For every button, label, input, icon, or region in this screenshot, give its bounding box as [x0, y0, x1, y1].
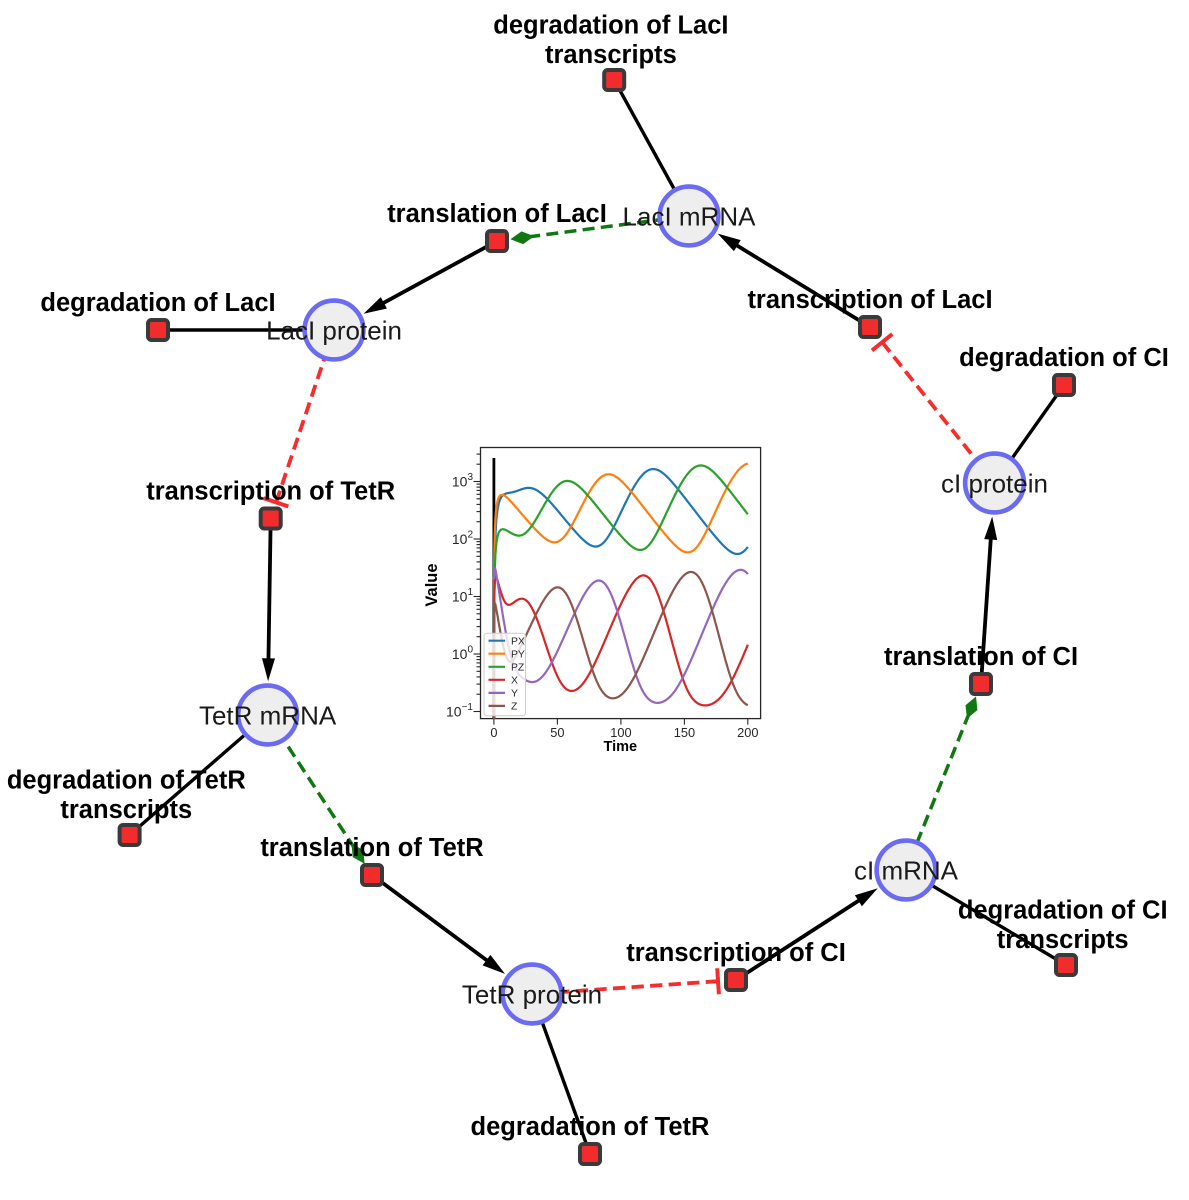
svg-text:degradation of LacI: degradation of LacI — [40, 289, 275, 317]
svg-text:PZ: PZ — [511, 663, 525, 674]
svg-text:cI mRNA: cI mRNA — [854, 856, 959, 886]
svg-text:transcripts: transcripts — [997, 926, 1129, 954]
svg-text:50: 50 — [550, 725, 564, 740]
svg-text:Value: Value — [423, 563, 441, 606]
svg-text:degradation of LacI: degradation of LacI — [493, 12, 728, 40]
svg-text:transcripts: transcripts — [545, 41, 677, 69]
svg-text:degradation of CI: degradation of CI — [959, 344, 1169, 372]
svg-text:150: 150 — [674, 725, 695, 740]
svg-text:degradation of CI: degradation of CI — [958, 897, 1168, 925]
svg-text:degradation of TetR: degradation of TetR — [7, 767, 246, 795]
svg-text:transcripts: transcripts — [60, 796, 192, 824]
svg-text:translation of LacI: translation of LacI — [387, 200, 607, 228]
svg-text:Time: Time — [604, 739, 638, 755]
svg-text:degradation of TetR: degradation of TetR — [471, 1113, 710, 1141]
svg-text:transcription of CI: transcription of CI — [626, 939, 846, 967]
svg-text:PY: PY — [511, 649, 525, 660]
svg-text:LacI mRNA: LacI mRNA — [623, 202, 757, 232]
svg-text:transcription of LacI: transcription of LacI — [747, 286, 992, 314]
svg-text:translation of TetR: translation of TetR — [260, 834, 483, 862]
svg-text:LacI protein: LacI protein — [266, 316, 402, 346]
svg-text:TetR protein: TetR protein — [462, 980, 602, 1010]
svg-text:TetR mRNA: TetR mRNA — [199, 701, 337, 731]
svg-text:cI protein: cI protein — [941, 469, 1048, 499]
svg-text:Z: Z — [511, 702, 518, 713]
svg-text:Y: Y — [511, 689, 518, 700]
svg-text:0: 0 — [490, 725, 497, 740]
svg-text:transcription of TetR: transcription of TetR — [146, 478, 395, 506]
svg-text:100: 100 — [610, 725, 631, 740]
svg-text:translation of CI: translation of CI — [884, 643, 1078, 671]
svg-text:PX: PX — [511, 636, 525, 647]
svg-text:200: 200 — [737, 725, 758, 740]
svg-text:X: X — [511, 676, 518, 687]
